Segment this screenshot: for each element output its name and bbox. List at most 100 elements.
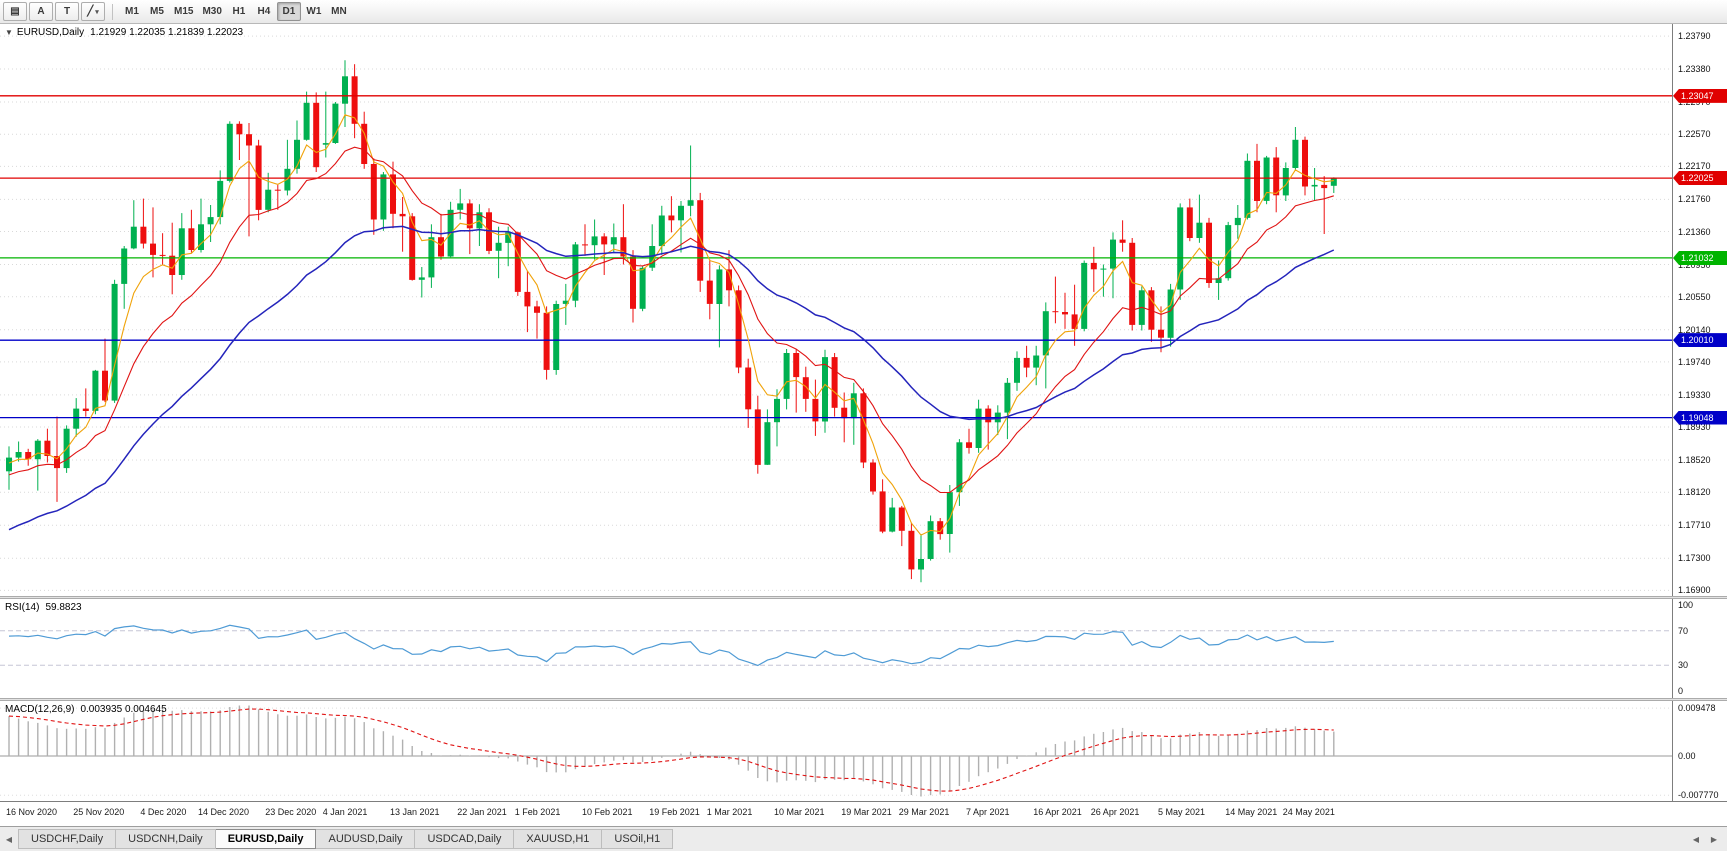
time-axis-label: 19 Mar 2021: [841, 807, 892, 817]
macd-values: 0.003935 0.004645: [80, 704, 167, 715]
axis-tick: 1.22170: [1678, 161, 1711, 172]
chart-title: ▼ EURUSD,Daily 1.21929 1.22035 1.21839 1.2…: [5, 27, 243, 38]
chart-tab-usdchf[interactable]: USDCHF,Daily: [18, 829, 117, 849]
axis-tick: 1.23380: [1678, 64, 1711, 75]
axis-tick: 1.21760: [1678, 194, 1711, 205]
time-axis-label: 1 Mar 2021: [706, 807, 753, 817]
drawing-tool-icon: ╱: [87, 6, 94, 17]
time-axis-label: 5 May 2021: [1158, 807, 1206, 817]
time-axis-label: 26 Apr 2021: [1090, 807, 1140, 817]
panel-splitter[interactable]: [0, 596, 1727, 599]
horizontal-levels: [0, 95, 1672, 419]
time-axis-label: 1 Feb 2021: [514, 807, 561, 817]
macd-plot[interactable]: [0, 701, 1672, 801]
moving-averages: [8, 114, 1335, 536]
tabs-scroll-left-button[interactable]: ◀: [5, 834, 13, 844]
time-axis-label: 16 Apr 2021: [1033, 807, 1082, 817]
drawing-tools-dropdown[interactable]: ╱ ▾: [81, 2, 105, 21]
top-toolbar: ▤ A T ╱ ▾ M1 M5 M15 M30 H1 H4 D1 W1 MN: [0, 0, 1727, 24]
timeframe-button-w1[interactable]: W1: [306, 6, 322, 17]
ma-line-34: [8, 225, 1335, 531]
tabs-scroll-next-button[interactable]: ▶: [1710, 834, 1718, 844]
axis-tick: 1.18120: [1678, 487, 1711, 498]
axis-tick: 30: [1678, 660, 1689, 671]
macd-name: MACD(12,26,9): [5, 704, 75, 715]
time-axis-label: 24 May 2021: [1282, 807, 1335, 817]
timeframe-button-m30[interactable]: M30: [202, 6, 222, 17]
macd-axis: 0.009478 0.00 -0.007770: [1672, 701, 1727, 801]
axis-tick: 70: [1678, 625, 1689, 636]
timeframe-button-m15[interactable]: M15: [174, 6, 194, 17]
chart-tab-usoil[interactable]: USOil,H1: [602, 829, 674, 849]
text-tool-icon: T: [63, 6, 71, 17]
axis-tick: 1.19740: [1678, 356, 1711, 367]
time-axis-label: 25 Nov 2020: [73, 807, 125, 817]
time-axis[interactable]: 16 Nov 2020 25 Nov 2020 4 Dec 2020 14 Dec 2…: [0, 801, 1727, 826]
time-axis-label: 7 Apr 2021: [966, 807, 1010, 817]
panel-splitter[interactable]: [0, 698, 1727, 701]
timeframe-button-h1[interactable]: H1: [232, 6, 246, 17]
price-gridlines: [0, 35, 1672, 591]
rsi-plot[interactable]: [0, 599, 1672, 698]
time-axis-label: 22 Jan 2021: [457, 807, 507, 817]
timeframe-button-mn[interactable]: MN: [331, 6, 347, 17]
time-axis-label: 10 Feb 2021: [582, 807, 633, 817]
axis-tick: 100: [1678, 600, 1694, 610]
axis-tick: 1.20140: [1678, 324, 1711, 335]
time-axis-label: 29 Mar 2021: [898, 807, 950, 817]
axis-tick: 1.22570: [1678, 129, 1711, 140]
chart-tabbar: ◀ USDCHF,Daily USDCNH,Daily EURUSD,Daily AU…: [0, 826, 1727, 851]
price-tag: 1.21032: [1673, 250, 1727, 265]
ma-line-5: [8, 114, 1334, 536]
chart-tab-eurusd[interactable]: EURUSD,Daily: [215, 829, 317, 849]
tabs-scroll-prev-button[interactable]: ◀: [1692, 834, 1700, 844]
chart-tab-xauusd[interactable]: XAUUSD,H1: [514, 829, 603, 849]
arrow-tool-button[interactable]: A: [29, 2, 53, 21]
axis-tick: 0: [1678, 686, 1684, 696]
axis-tick: 1.17300: [1678, 553, 1711, 564]
chart-window-menu-button[interactable]: ▤: [3, 2, 27, 21]
chart-window-menu-icon: ▤: [10, 6, 20, 17]
chart-tabs: USDCHF,Daily USDCNH,Daily EURUSD,Daily AUDU…: [18, 827, 674, 851]
rsi-line: [8, 624, 1334, 667]
axis-tick: 1.19330: [1678, 389, 1711, 400]
candles: [6, 60, 1337, 583]
price-axis[interactable]: 1.237901.233801.229701.225701.221701.217…: [1672, 24, 1727, 596]
price-tag: 1.20010: [1673, 333, 1727, 348]
axis-tick: 1.21360: [1678, 226, 1711, 237]
axis-tick: -0.007770: [1678, 790, 1719, 801]
axis-tick: 1.20550: [1678, 291, 1711, 302]
axis-tick: 1.18930: [1678, 422, 1711, 433]
time-axis-label: 14 Dec 2020: [198, 807, 250, 817]
time-axis-label: 10 Mar 2021: [774, 807, 825, 817]
price-chart-plot[interactable]: [0, 24, 1672, 596]
time-axis-label: 4 Dec 2020: [140, 807, 187, 817]
rsi-axis: 100 70 30 0: [1672, 599, 1727, 698]
time-axis-label: 23 Dec 2020: [265, 807, 317, 817]
axis-tick: 0.009478: [1678, 703, 1716, 714]
time-axis-label: 14 May 2021: [1225, 807, 1278, 817]
axis-tick: 1.18520: [1678, 455, 1711, 466]
chart-tab-audusd[interactable]: AUDUSD,Daily: [316, 829, 416, 849]
timeframe-button-h4[interactable]: H4: [257, 6, 271, 17]
time-axis-label: 13 Jan 2021: [390, 807, 440, 817]
price-tag: 1.23047: [1673, 88, 1727, 103]
chart-symbol-label: EURUSD,Daily: [16, 27, 85, 38]
axis-tick: 1.23790: [1678, 31, 1711, 42]
macd-histogram: [8, 705, 1335, 797]
rsi-label: RSI(14) 59.8823: [5, 602, 82, 613]
chart-tab-usdcnh[interactable]: USDCNH,Daily: [116, 829, 216, 849]
text-tool-button[interactable]: T: [55, 2, 79, 21]
timeframe-button-m1[interactable]: M1: [125, 6, 139, 17]
axis-tick: 1.17710: [1678, 520, 1711, 531]
macd-panel: 0.009478 0.00 -0.007770 MACD(12,26,9) 0.003…: [0, 701, 1727, 801]
chevron-down-icon: ▾: [95, 8, 99, 16]
time-axis-label: 19 Feb 2021: [649, 807, 700, 817]
macd-label: MACD(12,26,9) 0.003935 0.004645: [5, 704, 167, 715]
macd-signal-line: [8, 708, 1334, 792]
timeframe-button-d1[interactable]: D1: [276, 2, 301, 21]
timeframe-group: M1 M5 M15 M30 H1 H4 D1 W1 MN: [120, 2, 351, 21]
timeframe-button-m5[interactable]: M5: [150, 6, 164, 17]
chart-tab-usdcad[interactable]: USDCAD,Daily: [415, 829, 515, 849]
time-axis-label: 16 Nov 2020: [6, 807, 58, 817]
